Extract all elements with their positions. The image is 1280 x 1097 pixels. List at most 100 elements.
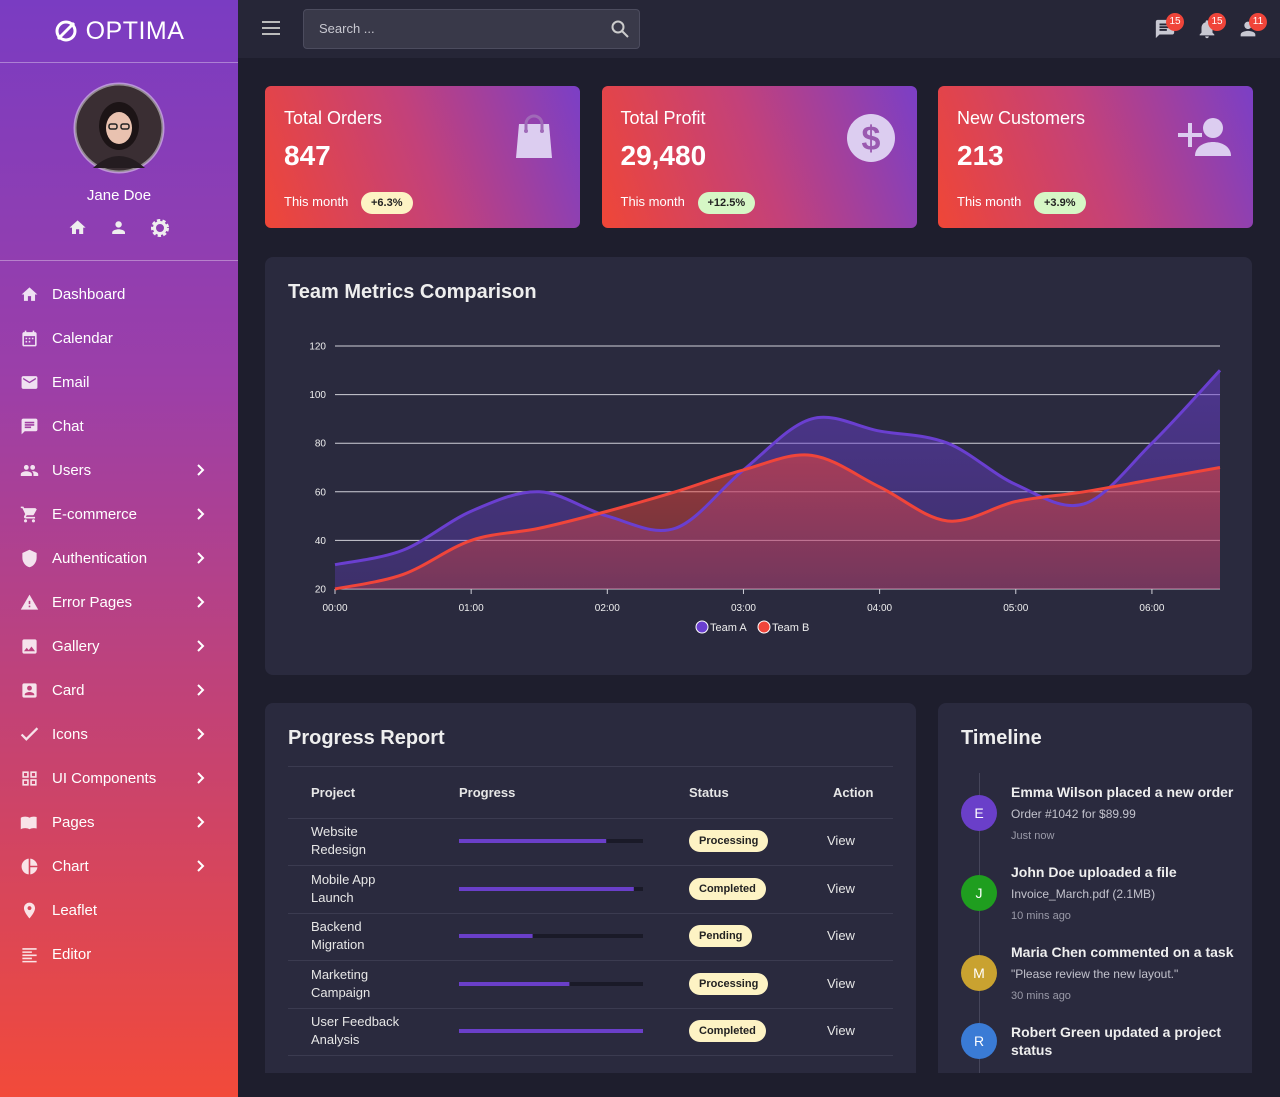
timeline-title: Emma Wilson placed a new order: [1011, 784, 1234, 800]
timeline-panel: Timeline E Emma Wilson placed a new order…: [938, 703, 1252, 1073]
menu-item[interactable]: Error Pages: [0, 580, 238, 624]
menu-item[interactable]: Email: [0, 360, 238, 404]
search-box[interactable]: Search ...: [303, 9, 640, 49]
icon-shape: [22, 683, 37, 698]
menu-icon: [21, 418, 38, 435]
y-tick-label: 100: [309, 390, 326, 401]
menu-label: Gallery: [52, 637, 100, 655]
chart: 20 40 60 80 100 120 00:00 01:00 02:00 03:00 04:00 0…: [309, 342, 1222, 634]
column-header: Action: [833, 785, 874, 800]
menu-item[interactable]: Authentication: [0, 536, 238, 580]
chevron[interactable]: [194, 726, 208, 742]
notifications-badge: 15: [1208, 13, 1226, 31]
menu-item[interactable]: Leaflet: [0, 888, 238, 932]
menu-item[interactable]: Chart: [0, 844, 238, 888]
stat-value: 213: [957, 140, 1004, 171]
chevron[interactable]: [194, 462, 208, 478]
menu-icon: [20, 816, 37, 830]
column-header: Project: [311, 785, 356, 800]
brand[interactable]: OPTIMA: [0, 0, 238, 63]
menu-label: Error Pages: [52, 593, 133, 611]
stat-change: +6.3%: [361, 192, 413, 214]
menu-item[interactable]: Editor: [0, 932, 238, 976]
menu-item[interactable]: Pages: [0, 800, 238, 844]
settings-icon[interactable]: [151, 219, 169, 237]
menu-item[interactable]: Chat: [0, 404, 238, 448]
menu-label: Chart: [52, 857, 89, 875]
logo-ring: [55, 20, 77, 42]
view-action[interactable]: View: [827, 1023, 855, 1038]
timeline-title: John Doe uploaded a file: [1011, 864, 1177, 880]
menu-item[interactable]: Calendar: [0, 316, 238, 360]
progress-fill: [459, 839, 607, 843]
menu-item[interactable]: E-commerce: [0, 492, 238, 536]
menu-item[interactable]: Icons: [0, 712, 238, 756]
menu-item[interactable]: Dashboard: [0, 272, 238, 316]
timeline-avatar: E: [961, 795, 997, 831]
status-pill: Completed: [689, 877, 766, 900]
menu-icon: [21, 858, 38, 875]
chevron[interactable]: [194, 594, 208, 610]
table-row: Marketing Campaign Processing View: [288, 961, 893, 1009]
user-actions[interactable]: [68, 218, 172, 238]
icon-shape: [21, 376, 38, 389]
icon-shape: [1240, 21, 1256, 37]
brand-logo: [55, 20, 77, 42]
lens: [611, 20, 625, 34]
chevron[interactable]: [194, 638, 208, 654]
stat-title: Total Profit: [620, 108, 706, 128]
messages-badge: 15: [1166, 13, 1184, 31]
menu-item[interactable]: Card: [0, 668, 238, 712]
timeline-title: Timeline: [961, 727, 1042, 749]
view-action[interactable]: View: [827, 928, 855, 943]
chevron[interactable]: [194, 770, 208, 786]
menu-item[interactable]: Users: [0, 448, 238, 492]
timeline-item: M Maria Chen commented on a task "Please r…: [938, 943, 1235, 1003]
menu-item[interactable]: Gallery: [0, 624, 238, 668]
x-tick-label: 04:00: [867, 603, 892, 614]
project-name: User Feedback Analysis: [311, 1014, 400, 1047]
icon-shape: [20, 464, 39, 477]
chevron-shape: [197, 640, 205, 652]
chevron[interactable]: [194, 550, 208, 566]
legend-marker: [757, 620, 771, 634]
bar: [262, 27, 280, 29]
progress-fill: [459, 1029, 643, 1033]
bar: [262, 33, 280, 35]
icon-shape: [22, 639, 37, 654]
chevron-shape: [197, 596, 205, 608]
menu-icon: [21, 287, 38, 301]
menu-item[interactable]: UI Components: [0, 756, 238, 800]
icon-shape: $: [861, 120, 880, 158]
chevron[interactable]: [194, 682, 208, 698]
chevron[interactable]: [194, 506, 208, 522]
profile-icon[interactable]: [112, 221, 125, 234]
timeline-avatar: M: [961, 955, 997, 991]
messages-icon[interactable]: [1154, 18, 1176, 40]
search-placeholder: Search ...: [319, 21, 375, 36]
stat-title: New Customers: [957, 108, 1086, 128]
icon-shape: [20, 816, 37, 830]
stat-card: New Customers 213 This month +3.9%: [938, 86, 1253, 228]
avatar[interactable]: [73, 82, 165, 174]
view-action[interactable]: View: [827, 880, 855, 896]
search-icon[interactable]: [611, 20, 629, 38]
menu-label: UI Components: [52, 769, 157, 787]
home-icon[interactable]: [69, 220, 86, 234]
chevron[interactable]: [194, 858, 208, 874]
view-action[interactable]: View: [827, 975, 855, 991]
stat-change: +12.5%: [697, 192, 756, 214]
view-action[interactable]: View: [827, 833, 855, 848]
chevron[interactable]: [194, 814, 208, 830]
users-icon[interactable]: [1237, 18, 1259, 40]
icon-shape: [1155, 19, 1175, 39]
timeline-item: R Robert Green updated a project status: [938, 1023, 1235, 1059]
menu-toggle[interactable]: [262, 21, 280, 35]
icon-shape: [1178, 123, 1202, 147]
chevron-shape: [197, 728, 205, 740]
chevron-shape: [197, 684, 205, 696]
menu-label: Leaflet: [52, 901, 98, 919]
stat-value: 29,480: [620, 140, 707, 171]
y-tick-label: 40: [315, 536, 327, 547]
